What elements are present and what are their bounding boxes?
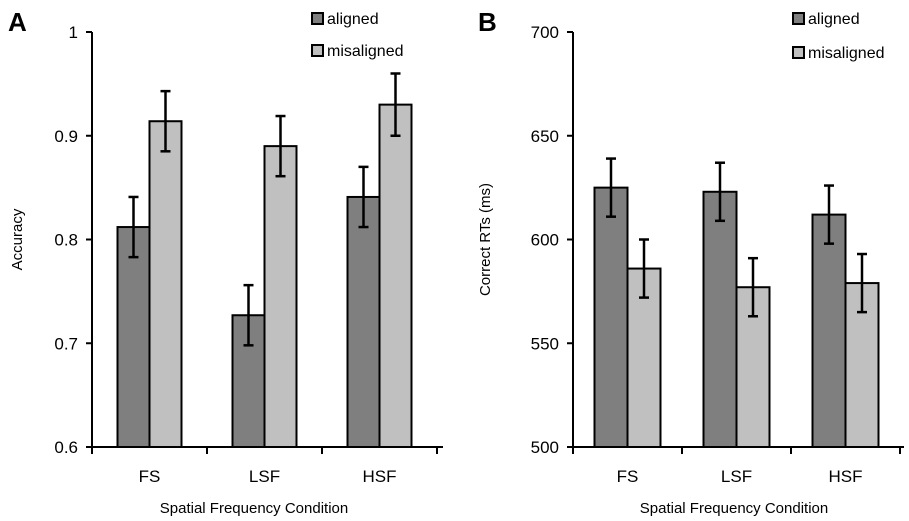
y-tick-label: 0.9 bbox=[54, 127, 78, 146]
legend: aligned misaligned bbox=[792, 11, 884, 62]
error-bar-aligned-hsf bbox=[358, 165, 369, 229]
y-tick-label: 500 bbox=[531, 438, 559, 457]
error-bar-aligned-hsf bbox=[824, 184, 834, 245]
bar-misaligned-lsf bbox=[263, 145, 298, 448]
y-tick-label: 1 bbox=[69, 23, 78, 42]
bar-misaligned-fs bbox=[148, 120, 183, 448]
y-tick-label: 700 bbox=[531, 23, 559, 42]
y-tick-label: 600 bbox=[531, 231, 559, 250]
error-bar-misaligned-lsf bbox=[275, 114, 286, 178]
y-tick-label: 650 bbox=[531, 127, 559, 146]
y-tick-label: 0.7 bbox=[54, 334, 78, 353]
x-axis-title: Spatial Frequency Condition bbox=[160, 500, 348, 517]
error-bar-aligned-lsf bbox=[715, 161, 725, 223]
bar-aligned-hsf bbox=[811, 213, 847, 448]
x-tick-label: HSF bbox=[363, 467, 397, 486]
x-tick-label: FS bbox=[139, 467, 161, 486]
legend-swatch-misaligned bbox=[311, 44, 324, 57]
y-axis-title: Accuracy bbox=[9, 208, 26, 270]
bar-aligned-fs bbox=[116, 226, 151, 448]
legend-swatch-misaligned bbox=[792, 46, 805, 59]
error-bar-aligned-fs bbox=[606, 157, 616, 218]
y-tick-label: 0.8 bbox=[54, 231, 78, 250]
legend: aligned misaligned bbox=[311, 11, 403, 60]
x-tick-label: LSF bbox=[249, 467, 280, 486]
error-bar-misaligned-lsf bbox=[748, 256, 758, 318]
x-tick-label: HSF bbox=[829, 467, 863, 486]
y-axis-title: Correct RTs (ms) bbox=[477, 183, 494, 296]
legend-label-misaligned: misaligned bbox=[808, 45, 884, 62]
error-bar-aligned-fs bbox=[128, 195, 139, 259]
y-tick-label: 0.6 bbox=[54, 438, 78, 457]
error-bar-misaligned-hsf bbox=[390, 72, 401, 137]
panel-letter: B bbox=[478, 7, 497, 37]
error-bar-misaligned-hsf bbox=[857, 252, 867, 314]
x-tick-label: LSF bbox=[721, 467, 752, 486]
legend-label-misaligned: misaligned bbox=[327, 43, 403, 60]
error-bar-misaligned-fs bbox=[160, 89, 171, 153]
bar-aligned-fs bbox=[593, 186, 629, 448]
x-tick-label: FS bbox=[617, 467, 639, 486]
x-axis-title: Spatial Frequency Condition bbox=[640, 500, 828, 517]
legend-swatch-aligned bbox=[792, 12, 805, 25]
bar-aligned-hsf bbox=[346, 195, 381, 448]
bar-aligned-lsf bbox=[702, 190, 738, 448]
error-bar-misaligned-fs bbox=[639, 238, 649, 299]
legend-label-aligned: aligned bbox=[327, 11, 379, 28]
panel-a-accuracy-chart: A 0.6 0.7 0.8 0.9 1 FS LSF HSF Spatial Frequency … bbox=[8, 7, 443, 517]
legend-swatch-aligned bbox=[311, 12, 324, 25]
legend-label-aligned: aligned bbox=[808, 11, 860, 28]
y-tick-label: 550 bbox=[531, 334, 559, 353]
error-bar-aligned-lsf bbox=[243, 283, 254, 347]
bar-misaligned-hsf bbox=[378, 103, 413, 448]
panel-letter: A bbox=[8, 7, 27, 37]
